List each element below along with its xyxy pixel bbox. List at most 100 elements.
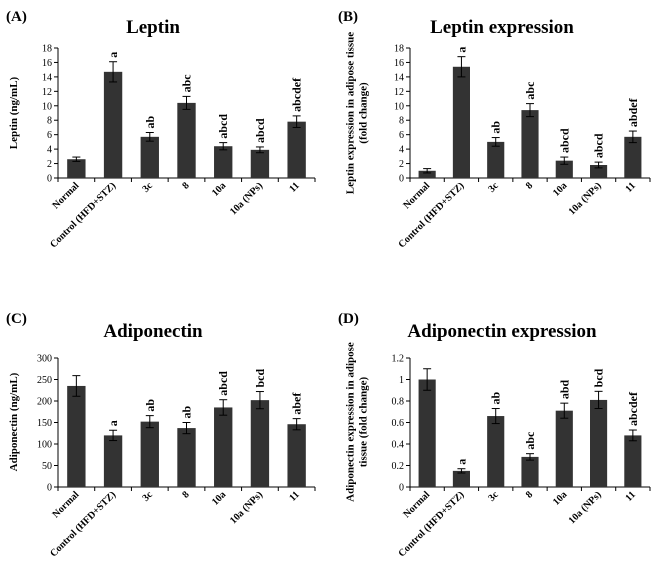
y-tick-label: 1 (399, 375, 404, 386)
bar (418, 379, 436, 487)
y-tick-label: 250 (37, 375, 52, 386)
bar (177, 428, 196, 487)
y-tick-label: 0 (399, 483, 404, 494)
y-tick-label: 200 (37, 397, 52, 408)
bar (140, 136, 159, 178)
y-tick-label: 0.4 (392, 440, 405, 451)
category-label: Control (HFD+STZ) (48, 489, 118, 559)
y-tick-label: 0.8 (392, 397, 405, 408)
y-axis-label: tissue (fold change) (358, 376, 370, 467)
significance-label: ab (143, 399, 157, 412)
chart-panel-4: (D) Adiponectin expression Adiponectin exp… (338, 311, 651, 559)
category-label: 8 (180, 180, 191, 191)
chart-title: Adiponectin (103, 321, 203, 342)
y-tick-label: 14 (394, 72, 404, 83)
y-tick-label: 4 (47, 145, 52, 156)
y-tick-label: 50 (42, 461, 52, 472)
bar (624, 435, 642, 487)
category-label: 3c (486, 180, 501, 195)
y-axis-label: Leptin (ng/mL) (8, 76, 20, 149)
category-label: 10a (NPs) (567, 489, 604, 526)
bar (287, 121, 306, 178)
significance-label: abdef (626, 97, 640, 127)
significance-label: ab (180, 406, 194, 419)
significance-label: abef (290, 392, 304, 415)
bar (452, 66, 470, 178)
y-tick-label: 300 (37, 354, 52, 365)
bar (555, 410, 573, 487)
chart-panel-2: (B) Leptin expression Leptin expression in… (338, 9, 651, 250)
category-label: Control (HFD+STZ) (397, 489, 467, 559)
y-tick-label: 14 (42, 72, 52, 83)
chart-panel-1: (A) Leptin Leptin (ng/mL) 0 2 4 6 8 10 12 14 16 18 No… (6, 9, 316, 250)
y-tick-label: 1.2 (392, 354, 405, 365)
bar (67, 159, 86, 178)
y-tick-label: 16 (42, 58, 52, 69)
chart-title: Leptin (126, 17, 180, 38)
y-tick-label: 0 (47, 174, 52, 185)
panel-label: (C) (6, 311, 27, 327)
chart-panel-3: (C) Adiponectin Adiponectin (ng/mL) 0 50 100 1… (6, 311, 316, 559)
significance-label: abcd (253, 118, 267, 143)
y-tick-label: 0.6 (392, 418, 405, 429)
y-tick-label: 12 (394, 87, 404, 98)
category-label: 10a (NPs) (228, 180, 265, 217)
y-axis-label: (fold change) (358, 82, 370, 144)
panel-label: (D) (338, 311, 359, 327)
category-label: Control (HFD+STZ) (48, 180, 118, 250)
bar (521, 110, 539, 178)
category-label: 10a (210, 489, 228, 507)
category-label: 3c (140, 489, 155, 504)
bar (624, 136, 642, 178)
bar (590, 399, 608, 487)
bar (452, 470, 470, 487)
significance-label: ab (489, 121, 503, 134)
y-tick-label: 0.2 (392, 461, 405, 472)
category-label: Normal (401, 180, 432, 211)
significance-label: abd (557, 379, 571, 399)
y-axis-label: Leptin expression in adipose tissue (345, 32, 357, 195)
significance-label: abcdef (290, 77, 304, 112)
bar (590, 165, 608, 178)
bar (214, 146, 233, 178)
bar (487, 416, 505, 487)
bar (67, 385, 86, 487)
y-tick-label: 0 (47, 483, 52, 494)
y-tick-label: 16 (394, 58, 404, 69)
significance-label: bcd (253, 369, 267, 388)
category-label: 8 (524, 180, 535, 191)
y-tick-label: 6 (47, 130, 52, 141)
y-tick-label: 0 (399, 174, 404, 185)
category-label: 10a (210, 180, 228, 198)
significance-label: abc (180, 74, 194, 93)
y-tick-label: 2 (399, 159, 404, 170)
category-label: 3c (140, 180, 155, 195)
category-label: Normal (51, 489, 82, 520)
bar (250, 400, 270, 487)
y-tick-label: 18 (42, 44, 52, 55)
bar (250, 149, 270, 178)
category-label: 8 (524, 489, 535, 500)
significance-label: a (106, 52, 120, 58)
significance-label: abc (523, 81, 537, 100)
significance-label: ab (143, 116, 157, 129)
category-label: 11 (287, 489, 301, 503)
significance-label: a (454, 47, 468, 53)
chart-title: Adiponectin expression (407, 321, 597, 342)
category-label: 10a (551, 180, 569, 198)
category-label: 10a (NPs) (228, 489, 265, 526)
category-label: 11 (287, 180, 301, 194)
category-label: 3c (486, 489, 501, 504)
bar (177, 102, 196, 178)
y-tick-label: 150 (37, 418, 52, 429)
panel-label: (B) (338, 9, 358, 25)
category-label: 11 (624, 489, 638, 503)
significance-label: abcd (557, 128, 571, 153)
significance-label: abcd (216, 371, 230, 396)
y-axis-label: Adiponectin expression in adipose (345, 342, 357, 502)
panel-label: (A) (6, 9, 27, 25)
bar (555, 160, 573, 178)
category-label: Normal (51, 180, 82, 211)
category-label: Normal (401, 489, 432, 520)
y-tick-label: 4 (399, 145, 404, 156)
